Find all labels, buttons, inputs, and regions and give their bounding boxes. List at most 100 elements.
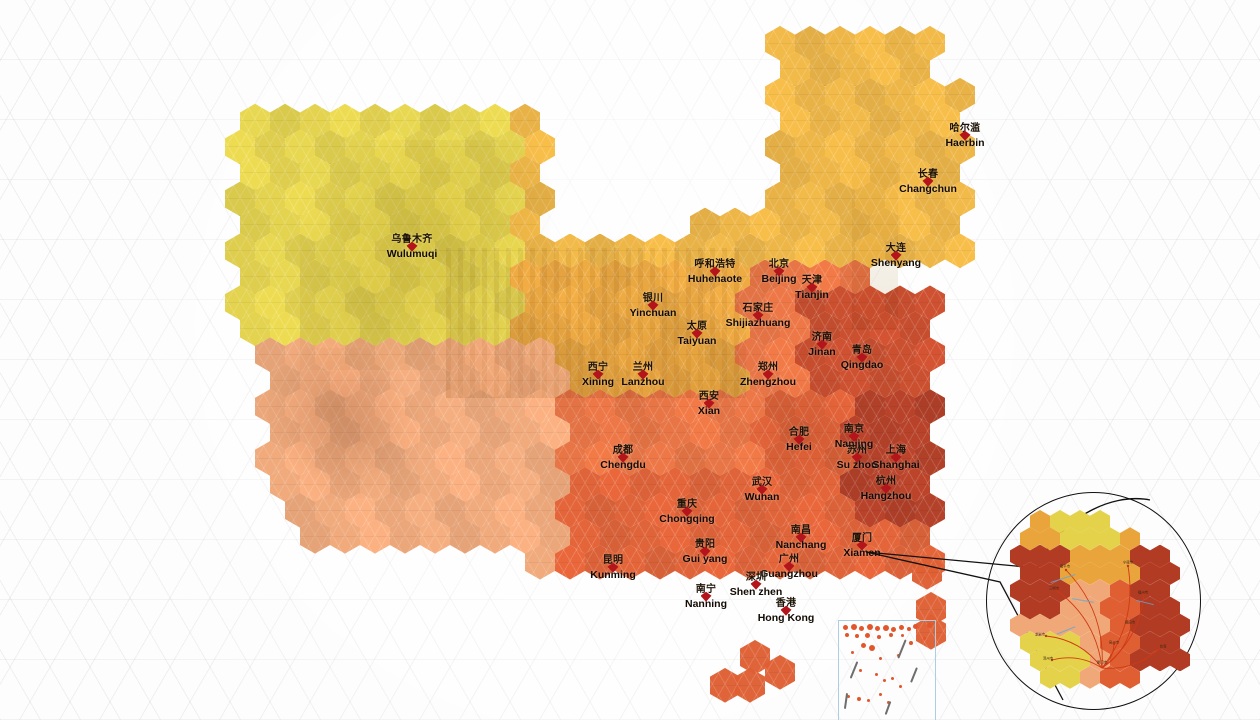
inset-hex-tile <box>1070 510 1090 533</box>
city-marker-su-zhou[interactable]: 苏州 Su zhou <box>837 445 878 471</box>
city-label-pinyin: Changchun <box>899 182 957 195</box>
inset-hex-tile <box>1020 527 1040 551</box>
island-dot <box>851 651 854 654</box>
city-marker-xian[interactable]: 西安 Xian <box>698 391 720 417</box>
city-label-cn: 郑州 <box>757 361 779 373</box>
hex-tile <box>255 337 285 372</box>
map-pin-icon <box>592 369 604 380</box>
city-marker-kunming[interactable]: 昆明 Kunming <box>590 555 636 581</box>
city-label-pinyin: Taiyuan <box>677 334 717 347</box>
city-label-cn: 南宁 <box>695 583 717 595</box>
hex-tile <box>900 207 930 243</box>
fujian-magnifier-inset[interactable]: 南平市 宁德市 三明市 福州市 莆田市 泉州市 龙岩市 台湾 漳州市 厦门市 <box>986 492 1201 710</box>
city-marker-chengdu[interactable]: 成都 Chengdu <box>600 445 646 471</box>
city-label-cn: 香港 <box>775 597 797 609</box>
city-marker-gui-yang[interactable]: 贵阳 Gui yang <box>683 539 728 565</box>
inset-hex-tile <box>1170 648 1190 672</box>
city-marker-changchun[interactable]: 长春 Changchun <box>899 169 957 195</box>
map-pin-icon <box>783 561 795 572</box>
city-marker-beijing[interactable]: 北京 Beijing <box>761 259 796 285</box>
city-marker-tianjin[interactable]: 天津 Tianjin <box>795 274 829 301</box>
island-dot <box>869 645 875 651</box>
city-label-pinyin: Zhengzhou <box>740 375 796 388</box>
city-marker-xiamen[interactable]: 厦门 Xiamen <box>843 533 880 559</box>
hex-tile <box>480 259 510 295</box>
inset-city-label: 福州市 <box>1137 590 1149 595</box>
map-pin-icon <box>856 352 868 363</box>
city-marker-yinchuan[interactable]: 银川 Yinchuan <box>630 293 677 319</box>
map-pin-icon <box>756 484 768 495</box>
city-marker-huhehaote[interactable]: 呼和浩特 Huhehaote <box>688 259 742 285</box>
hex-tile <box>405 181 435 217</box>
city-label-cn: 西宁 <box>587 361 609 373</box>
city-marker-shanghai[interactable]: 上海 Shanghai <box>872 445 919 471</box>
inset-hex-tile <box>1010 579 1030 603</box>
hex-tile <box>855 233 885 269</box>
hex-tile <box>225 129 255 165</box>
city-marker-nanjing[interactable]: 南京 Nanjing <box>835 424 874 450</box>
inset-hex-tile <box>1080 665 1100 689</box>
hex-tile <box>765 233 795 269</box>
map-pin-icon <box>890 250 902 261</box>
inset-hex-tile <box>1050 544 1070 568</box>
city-label-cn: 天津 <box>801 274 823 286</box>
map-pin-icon <box>780 605 792 616</box>
inset-hex-tile <box>1100 665 1120 689</box>
map-pin-icon <box>959 130 971 141</box>
inset-hex-tile <box>1090 544 1110 568</box>
city-label-cn: 石家庄 <box>742 302 774 314</box>
city-marker-hefei[interactable]: 合肥 Hefei <box>786 427 812 453</box>
hex-tile <box>240 103 270 139</box>
city-marker-wulumuqi[interactable]: 乌鲁木齐 Wulumuqi <box>387 234 438 260</box>
inset-hex-tile <box>1130 613 1150 637</box>
map-pin-icon <box>617 452 629 463</box>
city-marker-shijiazhuang[interactable]: 石家庄 Shijiazhuang <box>726 302 791 329</box>
inset-hex-tile <box>1030 510 1050 533</box>
hex-tile <box>315 337 345 372</box>
city-marker-taiyuan[interactable]: 太原 Taiyuan <box>677 321 717 347</box>
city-marker-nanning[interactable]: 南宁 Nanning <box>685 583 727 610</box>
island-dot <box>891 627 896 632</box>
inset-city-label: 台湾 <box>1159 644 1167 649</box>
hex-tile <box>795 493 825 528</box>
city-marker-wuhan[interactable]: 武汉 Wuhan <box>745 477 780 503</box>
inset-city-label: 泉州市 <box>1108 640 1120 645</box>
hex-tile <box>630 467 660 502</box>
city-marker-shen-zhen[interactable]: 深圳 Shen zhen <box>730 572 783 598</box>
island-dot <box>859 626 864 631</box>
inset-hex-tile <box>1090 579 1110 603</box>
hex-tile <box>735 441 765 476</box>
island-dot <box>909 641 913 645</box>
hex-tile <box>780 467 810 502</box>
city-marker-hong-kong[interactable]: 香港 Hong Kong <box>758 597 815 624</box>
map-pin-icon <box>637 369 649 380</box>
city-marker-shenyang[interactable]: 大连 Shenyang <box>871 243 921 269</box>
island-dot <box>851 624 857 630</box>
city-marker-chongqing[interactable]: 重庆 Chongqing <box>659 499 714 525</box>
island-dot <box>855 634 859 638</box>
city-marker-xining[interactable]: 西宁 Xining <box>582 361 614 388</box>
city-label-pinyin: Lanzhou <box>621 375 665 388</box>
city-marker-jinan[interactable]: 济南 Jinan <box>808 332 835 358</box>
city-marker-haerbin[interactable]: 哈尔滥 Haerbin <box>945 123 984 149</box>
hex-tile <box>300 103 330 139</box>
city-marker-zhengzhou[interactable]: 郑州 Zhengzhou <box>740 361 796 388</box>
map-pin-icon <box>880 483 892 494</box>
island-dot <box>861 643 866 648</box>
hex-tile <box>795 285 825 321</box>
boundary-dash <box>910 667 918 683</box>
city-marker-lanzhou[interactable]: 兰州 Lanzhou <box>621 361 665 388</box>
city-marker-hangzhou[interactable]: 杭州 Hangzhou <box>861 476 912 502</box>
inset-hex-tile <box>1040 596 1060 620</box>
city-label-pinyin: Chengdu <box>600 458 646 471</box>
city-marker-nanchang[interactable]: 南昌 Nanchang <box>776 525 827 551</box>
city-marker-guangzhou[interactable]: 广州 Guangzhou <box>760 554 818 580</box>
inset-hex-tile <box>1040 561 1060 585</box>
city-label-cn: 兰州 <box>632 361 654 373</box>
hex-tile <box>360 415 390 450</box>
inset-city-label: 龙岩市 <box>1034 632 1046 637</box>
city-marker-qingdao[interactable]: 青岛 Qingdao <box>841 345 884 371</box>
map-pin-icon <box>890 452 902 463</box>
inset-hex-tile <box>1060 527 1080 551</box>
